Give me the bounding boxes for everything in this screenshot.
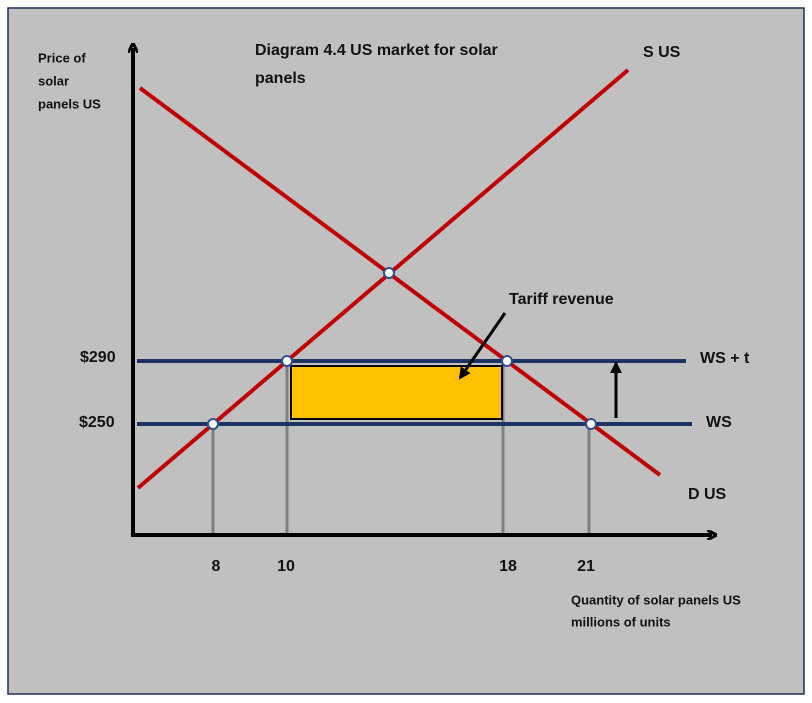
curve-label: D US [688,486,727,503]
annotation: Tariff revenue [509,291,614,308]
curve-label: S US [643,44,681,61]
title: Diagram 4.4 US market for solar [255,42,498,59]
title: panels [255,70,306,87]
y-axis-label: solar [38,73,69,88]
quantity-label: 8 [212,558,221,575]
tariff-revenue-area [290,365,503,420]
x-axis-label: millions of units [571,614,671,629]
annotation-arrow [458,312,507,380]
demand-curve [138,86,662,477]
curve-label: WS + t [700,350,750,367]
quantity-label: 18 [499,558,517,575]
x-axis-label: Quantity of solar panels US [571,592,741,607]
quantity-label: 10 [277,558,295,575]
price-label: $290 [80,349,116,366]
y-axis-label: panels US [38,96,101,111]
quantity-label: 21 [577,558,595,575]
background [7,7,805,695]
price-label: $250 [79,414,115,431]
curve-label: WS [706,414,732,431]
supply-curve [136,68,630,490]
y-axis-label: Price of [38,50,86,65]
intersection-points [207,267,597,430]
